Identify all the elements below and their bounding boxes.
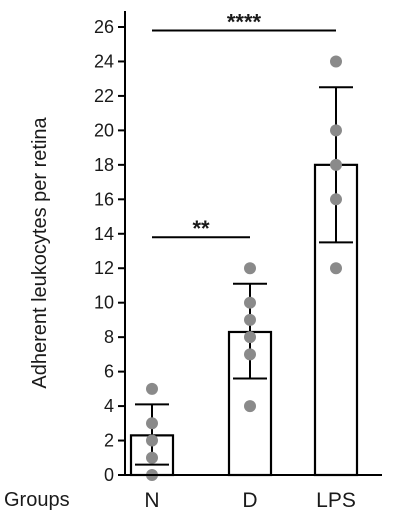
y-tick-label: 2 <box>104 431 114 451</box>
y-tick-label: 6 <box>104 362 114 382</box>
data-point <box>244 296 256 309</box>
x-category-label: LPS <box>316 489 356 512</box>
x-category-label: N <box>144 489 159 512</box>
y-tick-label: 14 <box>94 224 114 244</box>
y-axis-title: Adherent leukocytes per retina <box>29 116 51 388</box>
data-point <box>330 124 342 137</box>
x-category-label: D <box>242 489 257 512</box>
significance-label: ** <box>192 216 210 241</box>
data-point <box>244 348 256 361</box>
data-points <box>146 55 342 481</box>
x-axis: N D LPS <box>125 474 382 512</box>
significance-brackets: ****** <box>152 9 336 241</box>
data-point <box>330 193 342 206</box>
y-tick-label: 22 <box>94 86 114 106</box>
data-point <box>244 331 256 344</box>
significance-label: **** <box>227 9 262 34</box>
data-point <box>244 262 256 275</box>
data-point <box>244 400 256 413</box>
data-point <box>146 417 158 430</box>
y-tick-label: 0 <box>104 465 114 485</box>
data-point <box>146 434 158 447</box>
y-tick-label: 12 <box>94 258 114 278</box>
y-tick-label: 4 <box>104 396 114 416</box>
y-tick-label: 10 <box>94 293 114 313</box>
y-tick-label: 16 <box>94 189 114 209</box>
data-point <box>146 451 158 464</box>
y-tick-label: 20 <box>94 120 114 140</box>
x-axis-groups-label: Groups <box>4 489 70 511</box>
y-tick-label: 24 <box>94 51 114 71</box>
data-point <box>330 55 342 68</box>
data-point <box>146 382 158 395</box>
data-point <box>244 313 256 326</box>
data-point <box>330 158 342 171</box>
data-point <box>330 262 342 275</box>
y-tick-label: 8 <box>104 327 114 347</box>
y-tick-label: 26 <box>94 17 114 37</box>
y-tick-label: 18 <box>94 155 114 175</box>
